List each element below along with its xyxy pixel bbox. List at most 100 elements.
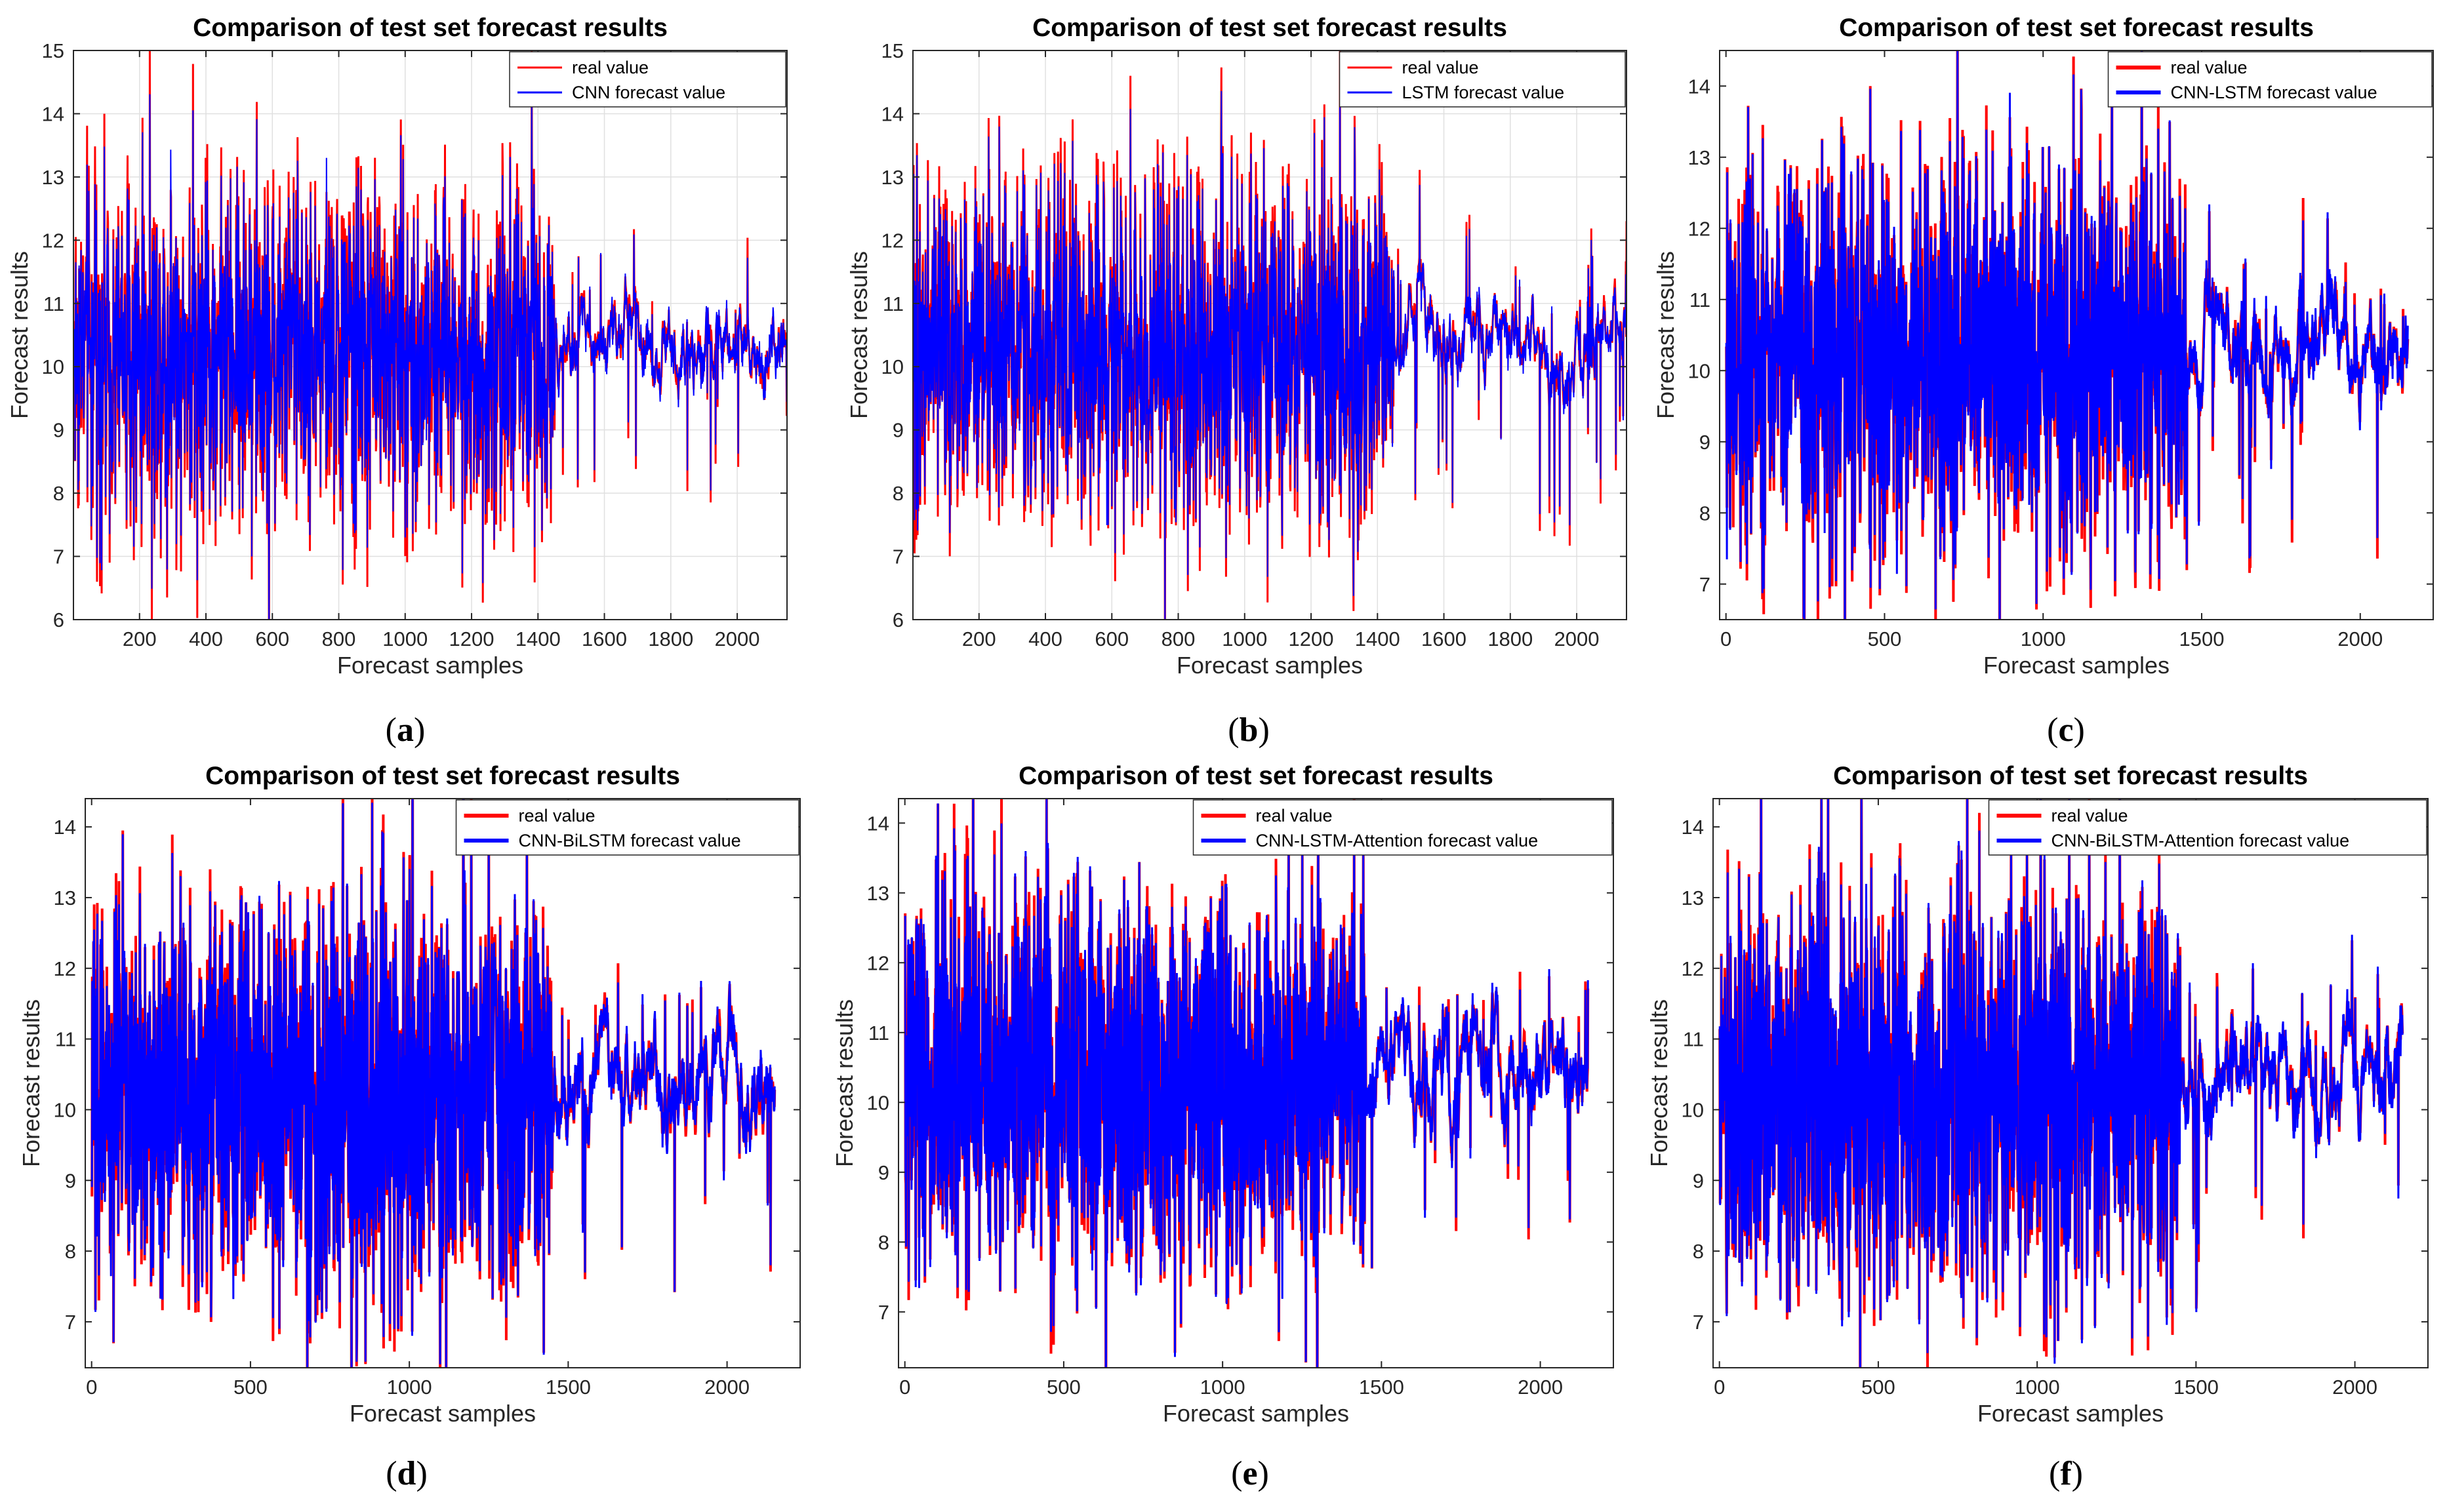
x-tick-label: 0 (86, 1376, 97, 1399)
x-tick-label: 1000 (1222, 627, 1267, 650)
y-tick-label: 15 (42, 39, 64, 62)
x-tick-label: 2000 (1518, 1376, 1563, 1399)
legend-label: real value (1256, 806, 1333, 826)
x-tick-label: 2000 (1554, 627, 1600, 650)
chart-title: Comparison of test set forecast results (193, 14, 668, 42)
y-tick-label: 10 (42, 355, 64, 378)
legend-label: CNN-BiLSTM forecast value (519, 831, 741, 850)
x-tick-label: 600 (1095, 627, 1129, 650)
y-tick-label: 12 (881, 229, 904, 252)
x-tick-label: 2000 (2337, 627, 2383, 650)
x-tick-label: 800 (322, 627, 356, 650)
x-tick-label: 1000 (382, 627, 428, 650)
series-line-forecast-value (73, 74, 787, 620)
y-tick-label: 7 (1693, 1311, 1704, 1334)
legend-box (2107, 51, 2433, 108)
y-tick-label: 10 (54, 1098, 76, 1121)
x-tick-label: 500 (1047, 1376, 1081, 1399)
y-tick-label: 10 (1682, 1098, 1704, 1121)
x-tick-label: 1200 (449, 627, 495, 650)
paren-close: ) (1258, 711, 1269, 749)
axes-box (73, 50, 788, 620)
x-tick-label: 1800 (648, 627, 693, 650)
y-tick-label: 8 (53, 482, 64, 505)
legend-label: real value (519, 806, 596, 826)
series-line-forecast-value (91, 799, 776, 1368)
legend: real value CNN-BiLSTM forecast value (455, 799, 799, 856)
legend-box (1192, 799, 1613, 856)
paren-close: ) (414, 711, 425, 749)
x-tick-label: 1000 (387, 1376, 432, 1399)
x-tick-label: 800 (1162, 627, 1196, 650)
y-tick-label: 8 (65, 1240, 76, 1263)
y-tick-label: 13 (1688, 146, 1710, 169)
y-axis-label: Forecast results (1652, 251, 1679, 419)
panel-letter-value: b (1240, 711, 1259, 749)
panel-letter-value: e (1242, 1455, 1257, 1492)
x-tick-label: 200 (962, 627, 996, 650)
y-tick-label: 11 (55, 1028, 76, 1051)
x-tick-label: 500 (233, 1376, 268, 1399)
x-tick-label: 200 (123, 627, 157, 650)
chart-title: Comparison of test set forecast results (1032, 14, 1507, 42)
x-tick-label: 0 (899, 1376, 910, 1399)
y-tick-label: 14 (42, 102, 64, 125)
panel-letter: (e) (1231, 1455, 1269, 1492)
legend-label: CNN-LSTM forecast value (2171, 83, 2377, 102)
y-axis-label: Forecast results (845, 251, 872, 419)
x-tick-label: 500 (1868, 627, 1902, 650)
x-tick-label: 1000 (1200, 1376, 1245, 1399)
paren-open: ( (2049, 1455, 2060, 1492)
axes-box (1719, 50, 2434, 620)
x-tick-label: 1000 (2015, 1376, 2060, 1399)
legend-label: real value (2051, 806, 2128, 826)
y-tick-label: 8 (878, 1231, 889, 1254)
panel-letter: (b) (1228, 711, 1270, 749)
y-tick-label: 12 (42, 229, 64, 252)
y-tick-label: 13 (42, 166, 64, 189)
x-tick-label: 1800 (1487, 627, 1533, 650)
axes-box (1712, 798, 2429, 1368)
y-tick-label: 8 (893, 482, 904, 505)
series-line-forecast-value (913, 70, 1627, 620)
x-tick-label: 2000 (704, 1376, 750, 1399)
x-tick-label: 1500 (2173, 1376, 2219, 1399)
y-tick-label: 15 (881, 39, 904, 62)
paren-close: ) (1258, 1455, 1269, 1492)
panel-letter-value: d (397, 1455, 416, 1492)
y-tick-label: 9 (1693, 1169, 1704, 1192)
panel-letter: (f) (2049, 1455, 2083, 1492)
paren-close: ) (416, 1455, 427, 1492)
y-tick-label: 6 (893, 608, 904, 631)
y-axis-label: Forecast results (6, 251, 33, 419)
chart-panel-c: 0 500 1000 1500 2000 7 8 9 10 11 12 13 14 Comparison … (1652, 14, 2434, 749)
x-axis-label: Forecast samples (1983, 652, 2170, 679)
panel-letter-value: c (2058, 711, 2073, 749)
y-tick-label: 7 (1699, 573, 1710, 596)
y-tick-label: 7 (53, 546, 64, 568)
x-tick-label: 1500 (546, 1376, 591, 1399)
series-line-forecast-value (904, 799, 1589, 1368)
chart-title: Comparison of test set forecast results (1839, 14, 2314, 42)
chart-panel-b: 200 400 600 800 1000 1200 1400 1600 1800 2000 6 7 8 9… (845, 14, 1627, 749)
y-tick-label: 11 (43, 292, 64, 315)
panel-letter-value: f (2060, 1455, 2072, 1492)
chart-title: Comparison of test set forecast results (205, 762, 680, 790)
legend: real value CNN-BiLSTM-Attention forecast … (1988, 799, 2427, 856)
paren-open: ( (2047, 711, 2058, 749)
chart-panel-e: 0 500 1000 1500 2000 7 8 9 10 11 12 13 14 Comparison … (831, 762, 1614, 1492)
chart-panel-d: 0 500 1000 1500 2000 7 8 9 10 11 12 13 14 Comparison … (18, 762, 801, 1492)
y-tick-label: 14 (867, 812, 889, 835)
y-tick-label: 10 (867, 1091, 889, 1114)
chart-panel-f: 0 500 1000 1500 2000 7 8 9 10 11 12 13 14 Comparison … (1646, 762, 2429, 1492)
y-tick-label: 14 (1682, 816, 1704, 839)
y-tick-label: 13 (1682, 886, 1704, 909)
y-axis-label: Forecast results (18, 999, 45, 1167)
y-tick-label: 13 (881, 166, 904, 189)
axes-box (85, 798, 801, 1368)
x-tick-label: 1400 (1355, 627, 1400, 650)
legend-box (1988, 799, 2427, 856)
legend: real value CNN-LSTM-Attention forecast va… (1192, 799, 1613, 856)
y-tick-label: 7 (893, 546, 904, 568)
